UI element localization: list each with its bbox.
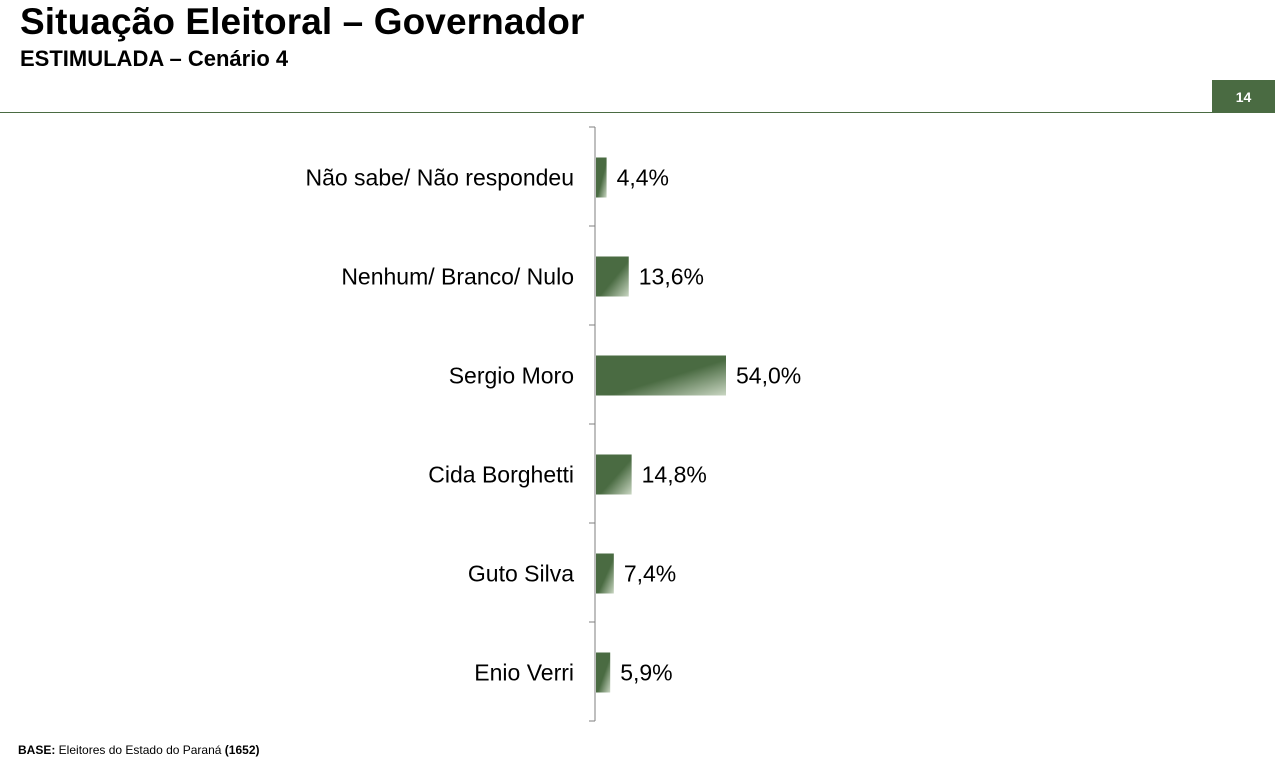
category-label: Sergio Moro (449, 363, 574, 389)
bar-chart: Não sabe/ Não respondeu 4,4% Nenhum/ Branc… (305, 126, 801, 722)
value-label: 4,4% (617, 165, 669, 191)
page-title: Situação Eleitoral – Governador (20, 1, 585, 42)
bar (596, 652, 611, 693)
value-label: 14,8% (642, 462, 707, 488)
category-label: Nenhum/ Branco/ Nulo (341, 264, 574, 290)
header-divider (0, 112, 1275, 113)
bar (596, 256, 629, 297)
value-label: 5,9% (620, 660, 672, 686)
bar (596, 355, 726, 396)
category-label: Não sabe/ Não respondeu (305, 165, 574, 191)
base-count: (1652) (224, 743, 260, 757)
base-label: BASE: (18, 743, 56, 757)
bar (596, 553, 614, 594)
bar (596, 157, 607, 198)
base-text: Eleitores do Estado do Paraná (55, 743, 225, 757)
page-subtitle: ESTIMULADA – Cenário 4 (20, 46, 289, 71)
bar (596, 454, 632, 495)
base-note: BASE: Eleitores do Estado do Paraná (165… (18, 742, 259, 758)
value-label: 13,6% (639, 264, 704, 290)
value-label: 54,0% (736, 363, 801, 389)
category-label: Enio Verri (474, 660, 574, 686)
category-label: Guto Silva (468, 561, 574, 587)
page-number-badge: 14 (1212, 80, 1275, 113)
value-label: 7,4% (624, 561, 676, 587)
category-label: Cida Borghetti (428, 462, 574, 488)
